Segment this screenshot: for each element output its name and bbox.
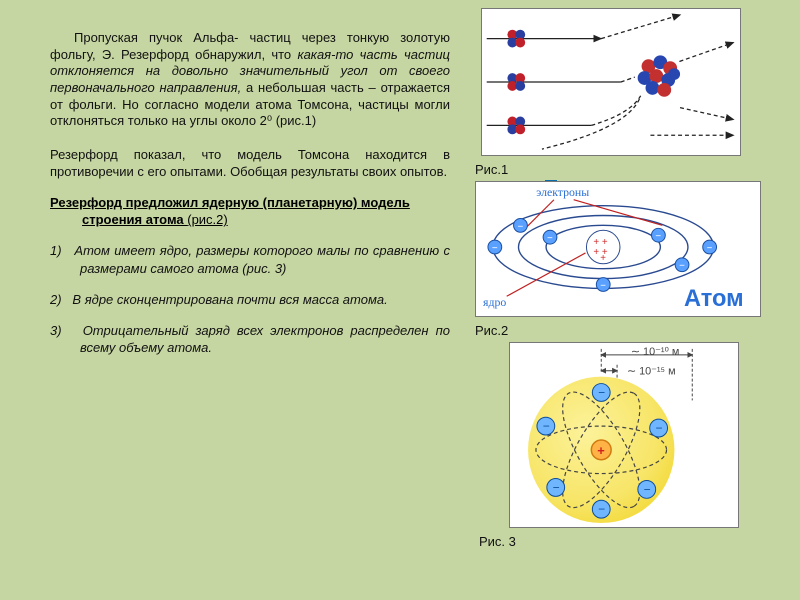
svg-text:+: +	[600, 253, 606, 264]
svg-text:−: −	[598, 385, 605, 399]
svg-text:−: −	[655, 231, 661, 242]
label-atom: Атом	[684, 286, 744, 312]
svg-text:−: −	[644, 482, 651, 496]
svg-text:−: −	[707, 243, 713, 254]
dim-1: ∼ 10⁻¹⁰ м	[631, 346, 679, 358]
caption-3: Рис. 3	[479, 534, 775, 549]
svg-text:−: −	[543, 419, 550, 433]
caption-1: Рис.1	[475, 162, 775, 177]
nucleus-icon	[635, 52, 682, 99]
numbered-list: 1) Атом имеет ядро, размеры которого мал…	[50, 242, 450, 356]
heading-tail: (рис.2)	[187, 212, 228, 227]
svg-text:−: −	[656, 421, 663, 435]
label-electrons: электроны	[536, 185, 589, 199]
svg-text:−: −	[518, 221, 524, 232]
list-item: 3) Отрицательный заряд всех электронов р…	[50, 322, 450, 356]
svg-text:−: −	[553, 480, 560, 494]
dim-2: ∼ 10⁻¹⁵ м	[627, 366, 676, 378]
list-num: 2)	[50, 292, 72, 307]
label-nucleus: ядро	[483, 295, 506, 309]
list-num: 1)	[50, 243, 74, 258]
list-num: 3)	[50, 323, 83, 338]
figure-2: электроны ядро Атом + + + + + −	[475, 181, 761, 317]
svg-text:−: −	[679, 261, 685, 272]
svg-text:−: −	[492, 243, 498, 254]
svg-text:+: +	[597, 443, 605, 458]
caption-2: Рис.2	[475, 323, 775, 338]
figure-1	[481, 8, 741, 156]
heading-bold: Резерфорд предложил ядерную (планетарную…	[50, 195, 410, 227]
svg-text:−: −	[547, 233, 553, 244]
list-item: 2) В ядре сконцентрирована почти вся мас…	[50, 291, 450, 308]
heading-model: Резерфорд предложил ядерную (планетарную…	[50, 194, 450, 228]
list-item: 1) Атом имеет ядро, размеры которого мал…	[50, 242, 450, 276]
li2: В ядре сконцентрирована почти вся масса …	[72, 292, 387, 307]
figure-3: ∼ 10⁻¹⁰ м ∼ 10⁻¹⁵ м + − − − − − −	[509, 342, 739, 528]
svg-text:−: −	[598, 502, 605, 516]
paragraph-2: Резерфорд показал, что модель Томсона на…	[50, 146, 450, 180]
svg-text:−: −	[600, 280, 606, 291]
paragraph-intro: Пропуская пучок Альфа- частиц через тонк…	[50, 30, 450, 130]
li1: Атом имеет ядро, размеры которого малы п…	[74, 243, 450, 275]
li3: Отрицательный заряд всех электронов расп…	[80, 323, 450, 355]
